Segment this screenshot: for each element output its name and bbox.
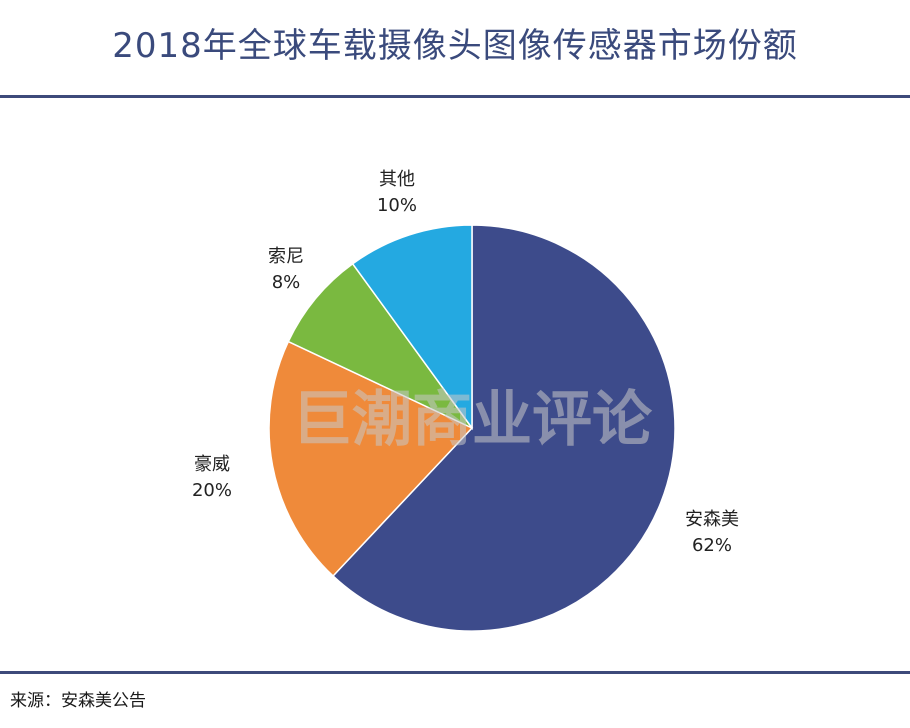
chart-title: 2018年全球车载摄像头图像传感器市场份额: [112, 26, 798, 66]
footer-divider: [0, 671, 910, 674]
pie-slice: [268, 340, 474, 578]
source-note: 来源：安森美公告: [10, 691, 146, 711]
slice-value-label: 10%: [377, 195, 417, 216]
watermark-text: 巨潮商业评论: [292, 385, 653, 455]
pie-slices: [268, 224, 676, 632]
pie-slice: [331, 224, 676, 632]
slice-name-label: 豪威: [194, 454, 230, 475]
slice-value-label: 20%: [192, 480, 232, 501]
slice-labels: 安森美 62% 豪威 20% 索尼 8% 其他 10%: [192, 169, 739, 556]
title-divider: [0, 95, 910, 98]
pie-slice: [351, 224, 473, 431]
pie-slice: [287, 262, 473, 429]
slice-value-label: 62%: [692, 535, 732, 556]
slice-value-label: 8%: [272, 272, 301, 293]
slice-name-label: 安森美: [685, 509, 739, 530]
slice-name-label: 其他: [379, 169, 415, 190]
slice-name-label: 索尼: [268, 246, 304, 267]
